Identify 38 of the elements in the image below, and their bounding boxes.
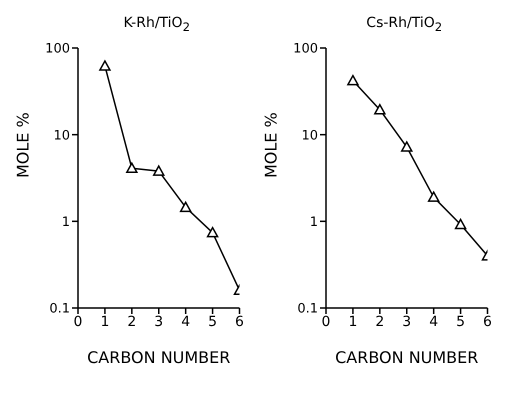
y-tick-label: 10	[300, 128, 318, 144]
y-tick-label: 100	[292, 42, 318, 57]
y-tick-label: 0.1	[296, 302, 318, 317]
point	[206, 226, 218, 238]
point	[400, 141, 412, 152]
y-tick-label: 100	[45, 42, 70, 57]
x-tick-label: 6	[235, 314, 244, 330]
x-tick-label: 6	[482, 314, 492, 330]
chart-title: Cs-Rh/TiO$_{2}$	[365, 14, 444, 36]
x-tick-label: 3	[402, 314, 411, 330]
x-tick-label: 4	[428, 314, 438, 330]
x-axis-title: CARBON NUMBER	[87, 348, 230, 367]
x-tick-label: 1	[100, 314, 110, 330]
y-axis-title: MOLE %	[14, 112, 33, 178]
x-tick-label: 4	[181, 314, 190, 330]
y-tick-label: 1	[309, 214, 318, 230]
x-tick-label: 1	[348, 314, 357, 330]
x-axis-title: CARBON NUMBER	[334, 348, 478, 367]
point	[99, 60, 111, 71]
y-axis-title: MOLE %	[261, 112, 280, 178]
y-tick-label: 0.1	[49, 302, 70, 317]
x-tick-label: 2	[374, 314, 384, 330]
x-tick-label: 0	[74, 314, 82, 330]
point	[427, 191, 439, 202]
x-tick-label: 5	[456, 314, 465, 330]
x-tick-label: 5	[208, 314, 218, 330]
point	[346, 74, 358, 86]
x-tick-label: 3	[154, 314, 164, 330]
point	[454, 218, 466, 230]
point	[180, 202, 192, 212]
point	[374, 104, 386, 114]
y-tick-label: 10	[53, 128, 70, 144]
x-tick-label: 0	[321, 314, 330, 330]
point	[126, 162, 138, 173]
y-tick-label: 1	[62, 214, 70, 230]
x-tick-label: 2	[127, 314, 136, 330]
point	[153, 165, 164, 176]
chart-title: K-Rh/TiO$_{2}$	[122, 14, 192, 36]
